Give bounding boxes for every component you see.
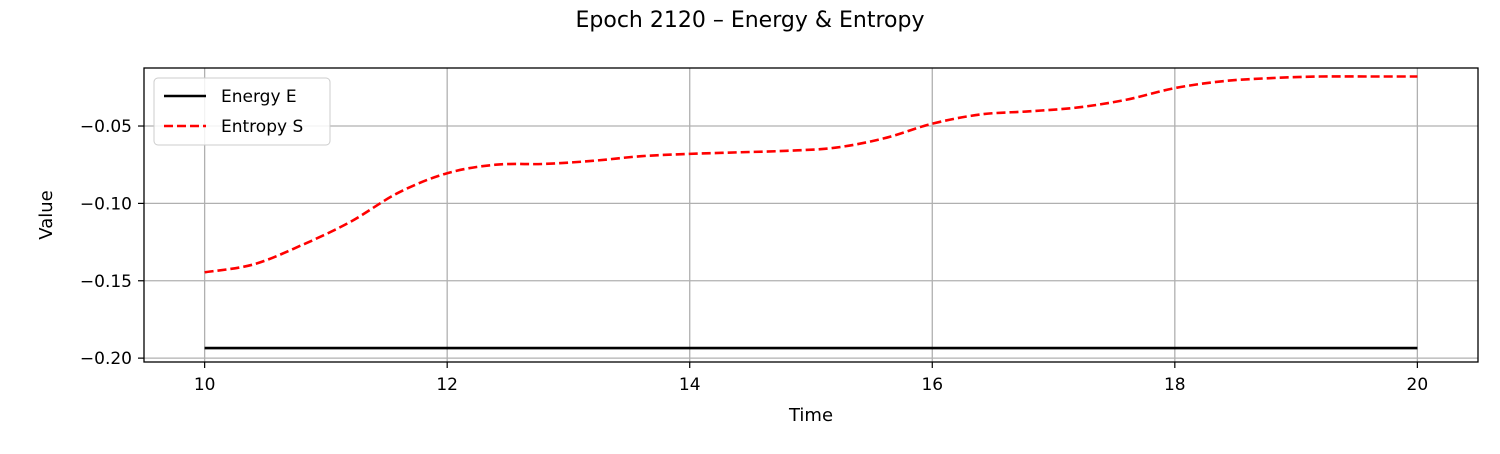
y-tick-label: −0.05 — [80, 117, 132, 137]
y-tick-label: −0.10 — [80, 194, 132, 214]
x-tick-label: 10 — [194, 375, 216, 395]
x-tick-label: 20 — [1407, 375, 1429, 395]
legend-label-entropy: Entropy S — [221, 117, 303, 137]
x-tick-label: 14 — [679, 375, 701, 395]
y-axis-label: Value — [36, 190, 57, 239]
x-tick-label: 12 — [436, 375, 458, 395]
series-layer — [204, 75, 1418, 350]
legend-label-energy: Energy E — [221, 87, 297, 107]
legend: Energy E Entropy S — [153, 77, 331, 146]
axis-ticks: 10 12 14 16 18 20 −0.20 −0.15 −0.10 −0.05 — [80, 117, 1428, 395]
plot-frame — [143, 67, 1479, 363]
x-tick-label: 16 — [921, 375, 943, 395]
series-line-entropy — [204, 75, 1418, 274]
chart-title: Epoch 2120 – Energy & Entropy — [576, 8, 925, 33]
grid-lines — [144, 68, 1478, 362]
x-tick-label: 18 — [1164, 375, 1186, 395]
x-axis-label: Time — [788, 405, 833, 426]
y-tick-label: −0.15 — [80, 272, 132, 292]
y-tick-label: −0.20 — [80, 349, 132, 369]
